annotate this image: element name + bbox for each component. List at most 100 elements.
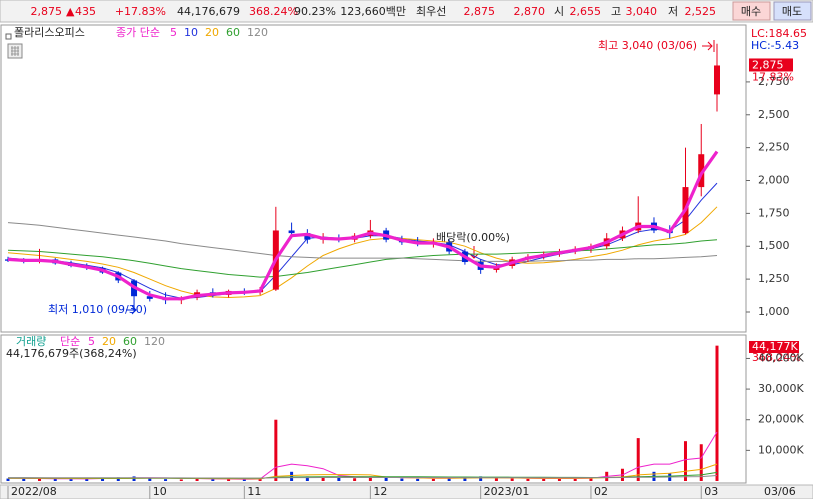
y-tick-label: 2,000 (758, 174, 790, 187)
quote-bar (0, 0, 813, 23)
volume-bar (636, 438, 640, 481)
volume-bar (274, 419, 278, 481)
volume-bar (227, 479, 231, 481)
volume-bar (431, 478, 435, 481)
grid-icon-lines (11, 46, 19, 56)
low: 2,525 (685, 5, 717, 18)
volume-summary: 44,176,679주(368,24%) (6, 347, 137, 360)
volume-legend-prefix: 단순 (60, 335, 80, 348)
ask: 2,875 (464, 5, 496, 18)
volume-bar (211, 479, 215, 481)
open: 2,655 (570, 5, 602, 18)
volume-bar (557, 478, 561, 481)
volume-bar (6, 478, 10, 481)
x-tick-label: 10 (153, 485, 167, 498)
volume-bar (116, 477, 120, 481)
volume-bar (699, 444, 703, 481)
last-ratio-label: 368,24% (752, 351, 801, 364)
price: 2,875 (31, 5, 63, 18)
volume-bar (337, 477, 341, 481)
high-arrow (702, 40, 715, 52)
ma-line (7, 239, 718, 278)
ex-dividend-annotation: 배당락(0.00%) (436, 231, 510, 244)
buy-label[interactable]: 매수 (741, 5, 761, 18)
volume-panel (0, 334, 747, 484)
change-pct: +17.83% (115, 5, 166, 18)
low-annotation: 최저 1,010 (09/30) (48, 303, 147, 316)
x-tick-label: 11 (247, 485, 261, 498)
volume-bar (38, 478, 42, 481)
volume-bar (526, 478, 530, 481)
volume-bar (290, 471, 294, 481)
candle-body (288, 230, 295, 234)
volume-ratio: 368.24% (249, 5, 298, 18)
legend-entry: 60 (226, 26, 240, 39)
volume-bar (53, 478, 57, 481)
legend-entry: 60 (123, 335, 137, 348)
volume-bar (148, 477, 152, 481)
high: 3,040 (626, 5, 658, 18)
volume-bar (164, 479, 168, 481)
volume-bar (305, 476, 309, 481)
change: 435 (75, 5, 96, 18)
legend-entry: 120 (247, 26, 268, 39)
legend-entry: 5 (170, 26, 177, 39)
last-volume-box (749, 341, 799, 353)
candle-body (698, 154, 705, 188)
volume-bar (22, 478, 26, 481)
y-tick-label: 1,500 (758, 239, 790, 252)
y-tick-label: 2,500 (758, 108, 790, 121)
legend-prefix: 종가 단순 (116, 26, 160, 39)
x-current-label: 03/06 (764, 485, 796, 498)
volume-bar (479, 476, 483, 481)
open-label: 시 (554, 5, 564, 18)
candle-body (304, 233, 311, 240)
volume-bar (715, 345, 719, 481)
y-tick-label: 2,750 (758, 75, 790, 88)
volume-bar (463, 477, 467, 481)
x-tick-label: 03 (704, 485, 718, 498)
high-label: 고 (611, 5, 621, 18)
volume-title: 거래량 (16, 335, 46, 348)
ma-line (7, 206, 718, 299)
volume-bar (69, 479, 73, 481)
best-label: 최우선 (416, 5, 446, 18)
sell-button[interactable] (773, 1, 812, 21)
volume-bar (542, 478, 546, 481)
last-price-label: 2,875 (752, 58, 784, 71)
y-tick-label: 40,000K (758, 351, 804, 364)
legend-entry: 20 (205, 26, 219, 39)
volume-bar (179, 479, 183, 481)
volume-bar (683, 441, 687, 481)
volume-bar (416, 478, 420, 481)
marker-icon (5, 33, 12, 40)
ma-line (7, 150, 719, 301)
y-tick-label: 20,000K (758, 413, 804, 426)
volume-bar (321, 477, 325, 481)
volume-bar (353, 478, 357, 481)
turnover: 90.23% (294, 5, 336, 18)
lc-label: LC:184.65 (751, 27, 807, 40)
y-tick-label: 30,000K (758, 382, 804, 395)
legend-entry: 120 (144, 335, 165, 348)
ma-line (7, 222, 718, 262)
candle-body (146, 296, 153, 299)
last-change-label: 17.83% (752, 70, 794, 83)
legend-entry: 10 (184, 26, 198, 39)
high-annotation: 최고 3,040 (03/06) (598, 39, 697, 52)
x-tick-label: 2022/08 (11, 485, 57, 498)
hc-label: HC:-5.43 (751, 39, 799, 52)
volume-bar (242, 479, 246, 481)
buy-button[interactable] (732, 1, 771, 21)
volume-bar (85, 478, 89, 481)
chart-title: 폴라리스오피스 (14, 26, 85, 39)
candle-body (714, 65, 720, 95)
sell-label[interactable]: 매도 (782, 5, 802, 18)
x-tick-label: 02 (594, 485, 608, 498)
bid: 2,870 (514, 5, 546, 18)
y-tick-label: 1,250 (758, 272, 790, 285)
last-volume-label: 44,177K (752, 340, 798, 353)
y-tick-label: 2,250 (758, 141, 790, 154)
